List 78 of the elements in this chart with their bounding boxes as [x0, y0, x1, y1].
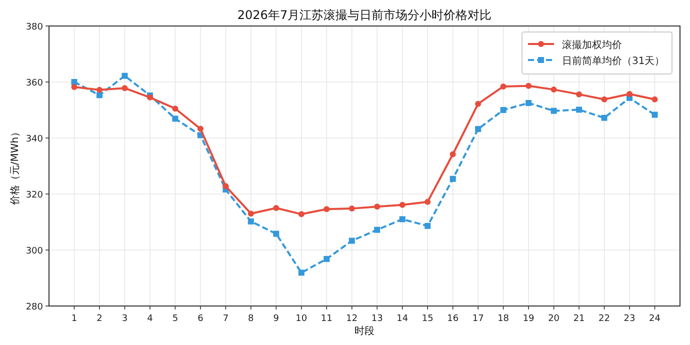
x-tick-label: 6	[198, 314, 204, 324]
x-tick-label: 1	[71, 314, 78, 324]
point	[576, 91, 582, 98]
point	[348, 206, 355, 212]
x-tick-label: 18	[498, 314, 510, 324]
legend-label: 滚撮加权均价	[562, 39, 622, 51]
point	[652, 112, 658, 118]
point	[122, 72, 128, 79]
point	[576, 106, 582, 113]
point	[348, 238, 355, 244]
point	[450, 151, 456, 158]
point	[96, 86, 102, 93]
x-tick-label: 19	[522, 314, 535, 324]
point	[248, 218, 254, 224]
point	[172, 106, 178, 112]
x-tick-label: 14	[396, 314, 408, 324]
point	[71, 84, 78, 90]
point	[374, 204, 380, 210]
point	[172, 116, 178, 122]
x-tick-label: 23	[624, 314, 636, 324]
point	[122, 85, 128, 92]
point	[601, 114, 608, 121]
y-tick-label: 380	[26, 22, 44, 32]
point	[248, 210, 254, 217]
y-tick-label: 360	[26, 78, 44, 88]
point	[450, 176, 456, 182]
x-tick-label: 8	[248, 314, 254, 324]
x-axis-title: 时段	[354, 325, 374, 337]
point	[324, 206, 330, 212]
x-tick-label: 12	[346, 314, 358, 324]
point	[374, 226, 380, 233]
x-tick-label: 9	[273, 314, 280, 324]
x-tick-label: 17	[472, 314, 484, 324]
point	[273, 205, 280, 211]
point	[71, 79, 78, 85]
x-tick-label: 20	[548, 314, 560, 324]
point	[324, 256, 330, 262]
point	[475, 126, 482, 132]
x-tick-label: 13	[371, 314, 383, 324]
point	[298, 211, 304, 218]
point	[550, 86, 557, 93]
point	[500, 83, 506, 90]
point	[197, 126, 204, 132]
y-tick-label: 320	[26, 190, 44, 200]
x-tick-label: 4	[147, 314, 154, 324]
point	[399, 202, 406, 208]
x-tick-label: 22	[598, 314, 610, 324]
point	[626, 91, 633, 98]
point	[298, 270, 304, 276]
point	[601, 96, 608, 102]
x-tick-label: 16	[447, 314, 459, 324]
x-tick-label: 10	[296, 314, 308, 324]
point	[222, 183, 229, 190]
point	[652, 96, 658, 102]
point	[526, 100, 532, 106]
point	[96, 92, 102, 98]
point	[475, 100, 482, 107]
x-tick-label: 5	[172, 314, 178, 324]
point	[550, 108, 557, 114]
x-tick-label: 21	[573, 314, 585, 324]
y-tick-label: 340	[26, 134, 44, 144]
x-tick-label: 3	[122, 314, 128, 324]
x-tick-label: 15	[422, 314, 434, 324]
x-tick-label: 24	[649, 314, 661, 324]
point	[273, 230, 280, 237]
legend-label: 日前简单均价（31天）	[562, 55, 665, 67]
y-axis-title: 价格（元/MWh）	[9, 126, 21, 206]
chart-title: 2026年7月江苏滚撮与日前市场分小时价格对比	[237, 8, 492, 22]
x-tick-label: 2	[96, 314, 102, 324]
x-tick-label: 7	[222, 314, 229, 324]
point	[424, 198, 431, 205]
y-tick-label: 300	[26, 246, 44, 256]
y-tick-label: 280	[26, 302, 44, 312]
point	[424, 222, 431, 229]
point	[399, 216, 406, 222]
point	[526, 82, 532, 89]
point	[500, 107, 506, 113]
x-tick-label: 11	[320, 314, 332, 324]
